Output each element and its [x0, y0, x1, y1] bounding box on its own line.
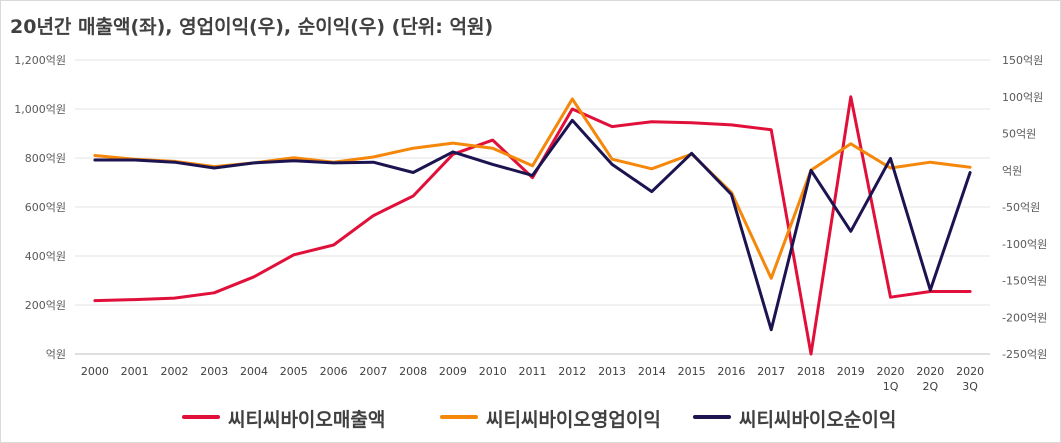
- legend: 씨티씨바이오매출액 씨티씨바이오영업이익 씨티씨바이오순이익: [0, 402, 1061, 432]
- x-tick-label: 2020: [916, 365, 944, 378]
- x-tick-label: 2003: [200, 365, 228, 378]
- y-left-tick-label: 600억원: [25, 201, 66, 214]
- x-tick-label: 2020: [956, 365, 984, 378]
- y-right-tick-label: 100억원: [1002, 91, 1043, 104]
- operating-profit-line: [93, 97, 972, 280]
- x-tick-label: 2002: [160, 365, 188, 378]
- x-tick-label: 2Q: [922, 380, 938, 393]
- y-right-tick-label: 50억원: [1002, 128, 1036, 141]
- x-tick-label: 2020: [877, 365, 905, 378]
- x-tick-label: 2009: [439, 365, 467, 378]
- x-tick-label: 2014: [638, 365, 666, 378]
- sales-line: [93, 95, 972, 356]
- x-tick-label: 2008: [399, 365, 427, 378]
- x-tick-label: 2016: [717, 365, 745, 378]
- x-tick-label: 2010: [479, 365, 507, 378]
- legend-swatch-operating-profit: [440, 415, 478, 419]
- y-left-tick-label: 800억원: [25, 152, 66, 165]
- y-left-tick-label: 1,200억원: [14, 54, 66, 67]
- y-right-tick-label: -50억원: [1002, 201, 1040, 214]
- x-tick-label: 2001: [121, 365, 149, 378]
- x-tick-label: 2018: [797, 365, 825, 378]
- chart-title: 20년간 매출액(좌), 영업이익(우), 순이익(우) (단위: 억원): [10, 16, 494, 38]
- x-tick-label: 2004: [240, 365, 268, 378]
- y-right-tick-label: -150억원: [1002, 275, 1047, 288]
- x-tick-label: 1Q: [883, 380, 899, 393]
- x-tick-label: 2015: [678, 365, 706, 378]
- y-left-tick-label: 1,000억원: [14, 103, 66, 116]
- legend-label-net-income: 씨티씨바이오순이익: [739, 409, 897, 431]
- x-tick-label: 2000: [81, 365, 109, 378]
- y-right-tick-label: -100억원: [1002, 238, 1047, 251]
- x-tick-label: 2011: [519, 365, 547, 378]
- y-right-tick-label: -200억원: [1002, 311, 1047, 324]
- x-tick-label: 2017: [757, 365, 785, 378]
- y-left-tick-label: 억원: [46, 348, 66, 361]
- y-left-tick-label: 400억원: [25, 250, 66, 263]
- legend-swatch-sales: [182, 415, 220, 419]
- y-right-tick-label: -250억원: [1002, 348, 1047, 361]
- y-right-tick-label: 150억원: [1002, 54, 1043, 67]
- x-tick-label: 2007: [359, 365, 387, 378]
- x-tick-label: 2006: [320, 365, 348, 378]
- legend-swatch-net-income: [693, 415, 731, 419]
- y-right-tick-label: 억원: [1002, 164, 1022, 177]
- net-income-line: [93, 118, 972, 332]
- x-tick-label: 2013: [598, 365, 626, 378]
- x-tick-label: 2012: [558, 365, 586, 378]
- legend-label-operating-profit: 씨티씨바이오영업이익: [486, 409, 661, 431]
- x-tick-label: 2005: [280, 365, 308, 378]
- legend-label-sales: 씨티씨바이오매출액: [228, 409, 386, 431]
- x-tick-label: 3Q: [962, 380, 978, 393]
- y-left-tick-label: 200억원: [25, 299, 66, 312]
- x-tick-label: 2019: [837, 365, 865, 378]
